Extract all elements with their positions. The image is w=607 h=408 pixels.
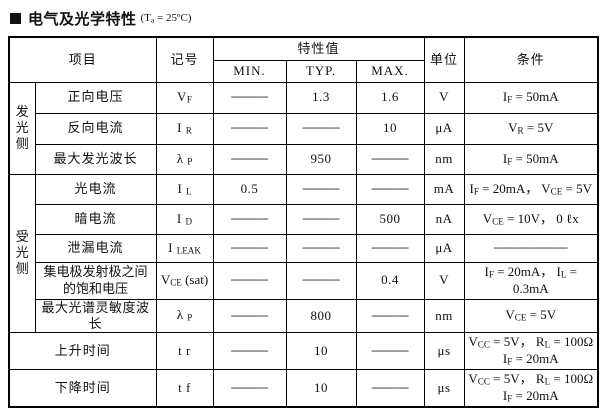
max-cell: ──── xyxy=(355,233,425,263)
condition-cell: VCC = 5V， RL = 100Ω IF = 20mA xyxy=(463,332,599,370)
header-min: MIN. xyxy=(212,59,287,83)
condition-cell: ──────── xyxy=(463,233,599,263)
max-cell: 0.4 xyxy=(355,261,425,300)
typ-cell: ──── xyxy=(285,203,357,235)
typ-cell: ──── xyxy=(285,233,357,263)
min-cell: 0.5 xyxy=(212,173,287,205)
section-title-text: 电气及光学特性 xyxy=(28,12,137,28)
condition-cell: VCC = 5V， RL = 100Ω IF = 20mA xyxy=(463,369,599,407)
table-row: 最大发光波长 λ P ──── 950 ──── nm IF = 50mA xyxy=(9,143,599,175)
condition-cell: VR = 5V xyxy=(463,112,599,145)
symbol-cell: VF xyxy=(155,81,214,114)
min-cell: ──── xyxy=(212,143,287,175)
table-row: 泄漏电流 I LEAK ──── ──── ──── μA ──────── xyxy=(9,233,599,263)
header-value: 特性值 xyxy=(212,36,425,61)
item-cell: 最大光谱灵敏度波长 xyxy=(34,298,157,333)
header-unit: 单位 xyxy=(423,36,465,83)
unit-cell: nA xyxy=(423,203,465,235)
min-cell: ──── xyxy=(212,203,287,235)
max-cell: 10 xyxy=(355,112,425,145)
typ-cell: 10 xyxy=(285,369,357,407)
max-cell: 500 xyxy=(355,203,425,235)
table-row: 下降时间 t f ──── 10 ──── μs VCC = 5V， RL = … xyxy=(8,369,599,407)
item-cell: 最大发光波长 xyxy=(34,143,157,175)
unit-cell: nm xyxy=(423,143,465,175)
max-cell: ──── xyxy=(355,332,425,370)
unit-cell: nm xyxy=(423,298,465,333)
min-cell: ──── xyxy=(212,369,287,407)
unit-cell: mA xyxy=(423,173,465,205)
square-bullet-icon xyxy=(10,13,21,24)
header-condition: 条件 xyxy=(463,36,599,83)
max-cell: ──── xyxy=(355,173,425,205)
symbol-cell: t r xyxy=(155,332,214,370)
table-row: 发光侧 正向电压 VF ──── 1.3 1.6 V IF = 50mA xyxy=(8,81,599,175)
section-title: 电气及光学特性 (Ta = 25ºC) xyxy=(10,8,599,29)
header-row-1: 项目 记号 特性值 单位 条件 xyxy=(8,36,599,83)
max-cell: 1.6 xyxy=(355,81,425,114)
condition-cell: IF = 50mA xyxy=(463,81,599,114)
symbol-cell: I LEAK xyxy=(155,233,214,263)
table-row: 暗电流 I D ──── ──── 500 nA VCE = 10V， 0 ℓx xyxy=(9,203,599,235)
max-cell: ──── xyxy=(355,369,425,407)
min-cell: ──── xyxy=(212,261,287,300)
characteristics-table: 项目 记号 特性值 单位 条件 MIN. TYP. MAX. 发光侧 正向电压 … xyxy=(8,36,600,408)
min-cell: ──── xyxy=(212,112,287,145)
min-cell: ──── xyxy=(212,233,287,263)
unit-cell: μs xyxy=(423,369,465,407)
min-cell: ──── xyxy=(212,298,287,333)
header-typ: TYP. xyxy=(285,59,357,83)
typ-cell: 950 xyxy=(285,143,357,175)
item-cell: 反向电流 xyxy=(34,112,157,145)
condition-cell: IF = 50mA xyxy=(463,143,599,175)
min-cell: ──── xyxy=(212,332,287,370)
max-cell: ──── xyxy=(355,298,425,333)
header-max: MAX. xyxy=(355,59,425,83)
table-row: 集电极发射极之间的饱和电压 VCE (sat) ──── ──── 0.4 V … xyxy=(9,261,599,300)
header-symbol: 记号 xyxy=(155,36,214,83)
item-cell: 正向电压 xyxy=(34,81,157,114)
group-label-emitter: 发光侧 xyxy=(8,81,36,175)
item-cell: 泄漏电流 xyxy=(34,233,157,263)
section-title-note: (Ta = 25ºC) xyxy=(140,12,192,25)
typ-cell: ──── xyxy=(285,173,357,205)
symbol-cell: I R xyxy=(155,112,214,145)
typ-cell: 1.3 xyxy=(285,81,357,114)
item-cell: 上升时间 xyxy=(8,332,157,370)
condition-cell: IF = 20mA， VCE = 5V xyxy=(463,173,599,205)
header-item: 项目 xyxy=(8,36,157,83)
condition-cell: VCE = 5V xyxy=(463,298,599,333)
typ-cell: 800 xyxy=(285,298,357,333)
symbol-cell: VCE (sat) xyxy=(155,261,214,300)
symbol-cell: λ P xyxy=(155,298,214,333)
symbol-cell: t f xyxy=(155,369,214,407)
table-row: 最大光谱灵敏度波长 λ P ──── 800 ──── nm VCE = 5V xyxy=(9,298,599,333)
condition-cell: IF = 20mA， IL = 0.3mA xyxy=(463,261,599,300)
unit-cell: μA xyxy=(423,112,465,145)
typ-cell: 10 xyxy=(285,332,357,370)
item-cell: 下降时间 xyxy=(8,369,157,407)
unit-cell: V xyxy=(423,261,465,300)
typ-cell: ──── xyxy=(285,112,357,145)
symbol-cell: I D xyxy=(155,203,214,235)
symbol-cell: I L xyxy=(155,173,214,205)
unit-cell: μA xyxy=(423,233,465,263)
item-cell: 光电流 xyxy=(34,173,157,205)
table-row: 反向电流 I R ──── ──── 10 μA VR = 5V xyxy=(9,112,599,145)
unit-cell: μs xyxy=(423,332,465,370)
table-row: 受光侧 光电流 I L 0.5 ──── ──── mA IF = 20mA， … xyxy=(8,173,599,333)
item-cell: 暗电流 xyxy=(34,203,157,235)
typ-cell: ──── xyxy=(285,261,357,300)
unit-cell: V xyxy=(423,81,465,114)
min-cell: ──── xyxy=(212,81,287,114)
group-label-detector: 受光侧 xyxy=(8,173,36,333)
condition-cell: VCE = 10V， 0 ℓx xyxy=(463,203,599,235)
table-row: 上升时间 t r ──── 10 ──── μs VCC = 5V， RL = … xyxy=(8,332,599,370)
symbol-cell: λ P xyxy=(155,143,214,175)
max-cell: ──── xyxy=(355,143,425,175)
item-cell: 集电极发射极之间的饱和电压 xyxy=(34,261,157,300)
